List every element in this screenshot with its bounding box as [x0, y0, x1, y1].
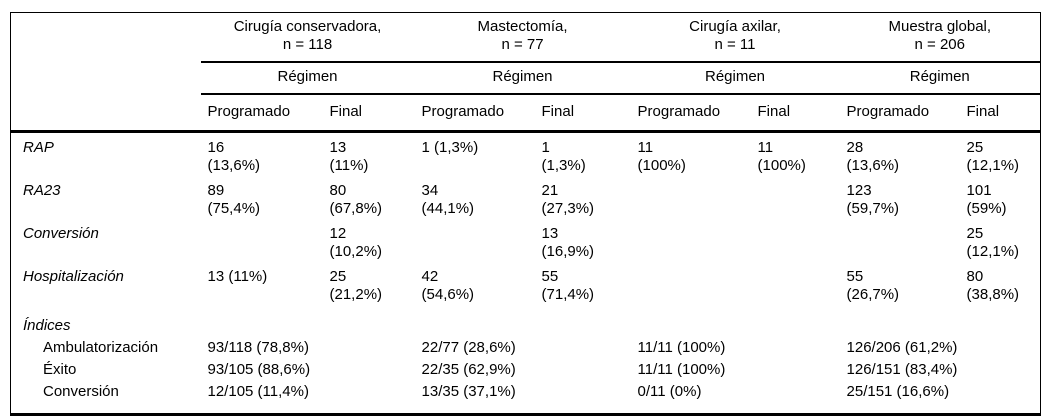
table-row-ra23: RA23 89 (75,4%) 80 (67,8%) 34 (44,1%) 21…: [11, 179, 1041, 222]
data-cell: 13 (16,9%): [541, 225, 595, 260]
col-header-final: Final: [534, 94, 631, 133]
data-cell: [631, 222, 751, 265]
table-row-conversion: Conversión 12 (10,2%) 13 (16,9%) 25 (12,…: [11, 222, 1041, 265]
data-cell: 11 (100%): [637, 139, 686, 174]
regimen-header: Régimen: [630, 62, 840, 95]
data-cell: 1 (1,3%): [421, 139, 479, 156]
data-cell: 80 (67,8%): [329, 182, 383, 217]
data-cell: [631, 179, 751, 222]
regimen-header: Régimen: [414, 62, 631, 95]
data-cell: 126/206 (61,2%): [846, 339, 958, 356]
data-cell: 13 (11%): [329, 139, 369, 174]
row-label: RA23: [23, 182, 61, 199]
data-cell: 93/118 (78,8%): [207, 339, 309, 356]
col-header-final: Final: [322, 94, 415, 133]
col-header-final: Final: [750, 94, 840, 133]
data-cell: 22/77 (28,6%): [421, 339, 516, 356]
row-label: Conversión: [23, 225, 99, 242]
data-cell: 28 (13,6%): [846, 139, 900, 174]
section-row-indices: Índices: [11, 308, 1041, 337]
col-header-programado: Programado: [414, 94, 535, 133]
data-cell: 123 (59,7%): [846, 182, 900, 217]
data-cell: 93/105 (88,6%): [207, 361, 311, 378]
column-header-row: Programado Final Programado Final Progra…: [10, 94, 1041, 133]
data-cell: 89 (75,4%): [207, 182, 261, 217]
data-cell: 12/105 (11,4%): [207, 383, 309, 400]
data-cell: [631, 265, 751, 308]
data-cell: 25 (12,1%): [966, 225, 1020, 260]
group-header-muestra-global: Muestra global, n = 206: [839, 12, 1041, 63]
regimen-header: Régimen: [200, 62, 415, 95]
results-table: Cirugía conservadora, n = 118 Mastectomí…: [10, 12, 1042, 416]
col-header-final: Final: [959, 94, 1041, 133]
data-cell: [840, 222, 960, 265]
data-cell: 1 (1,3%): [541, 139, 586, 174]
data-cell: 55 (71,4%): [541, 268, 595, 303]
data-cell: 0/11 (0%): [637, 383, 702, 400]
data-cell: 101 (59%): [966, 182, 1007, 217]
table-row-hospitalizacion: Hospitalización 13 (11%) 25 (21,2%) 42 (…: [11, 265, 1041, 308]
data-cell: 80 (38,8%): [966, 268, 1020, 303]
sub-row-label: Ambulatorización: [43, 339, 159, 356]
section-label: Índices: [23, 317, 71, 334]
regimen-header-row: Régimen Régimen Régimen Régimen: [11, 62, 1041, 95]
data-cell: 42 (54,6%): [421, 268, 475, 303]
group-header-mastectomia: Mastectomía, n = 77: [414, 12, 631, 63]
data-cell: 13/35 (37,1%): [421, 383, 516, 400]
group-header-cirugia-conservadora: Cirugía conservadora, n = 118: [200, 12, 415, 63]
data-cell: 16 (13,6%): [207, 139, 261, 174]
corner-cell: [11, 62, 201, 94]
data-cell: 55 (26,7%): [846, 268, 900, 303]
sub-row-label: Éxito: [43, 361, 77, 378]
col-header-programado: Programado: [200, 94, 323, 133]
regimen-header: Régimen: [839, 62, 1041, 95]
data-cell: [751, 179, 840, 222]
corner-cell: [10, 94, 201, 133]
data-cell: [751, 222, 840, 265]
table-row-ambulatorizacion: Ambulatorización 93/118 (78,8%) 22/77 (2…: [11, 337, 1041, 359]
data-cell: 22/35 (62,9%): [421, 361, 516, 378]
data-cell: [751, 265, 840, 308]
col-header-programado: Programado: [630, 94, 751, 133]
data-cell: 11/11 (100%): [637, 361, 726, 378]
data-cell: 25 (21,2%): [329, 268, 383, 303]
group-header-row: Cirugía conservadora, n = 118 Mastectomí…: [11, 12, 1041, 63]
row-label: Hospitalización: [23, 268, 124, 285]
row-label: RAP: [23, 139, 54, 156]
data-cell: 21 (27,3%): [541, 182, 595, 217]
data-cell: 25/151 (16,6%): [846, 383, 950, 400]
sub-row-label: Conversión: [43, 383, 119, 400]
data-cell: 11/11 (100%): [637, 339, 726, 356]
col-header-programado: Programado: [839, 94, 960, 133]
data-cell: 11 (100%): [757, 139, 806, 174]
data-cell: 34 (44,1%): [421, 182, 475, 217]
group-header-cirugia-axilar: Cirugía axilar, n = 11: [630, 12, 840, 63]
data-cell: [415, 222, 535, 265]
table-row-rap: RAP 16 (13,6%) 13 (11%) 1 (1,3%) 1 (1,3%…: [11, 132, 1041, 180]
data-cell: [201, 222, 323, 265]
data-cell: 126/151 (83,4%): [846, 361, 958, 378]
data-cell: 25 (12,1%): [966, 139, 1020, 174]
data-cell: 13 (11%): [207, 268, 268, 285]
data-cell: 12 (10,2%): [329, 225, 383, 260]
corner-cell: [11, 13, 201, 63]
table-row-conversion-index: Conversión 12/105 (11,4%) 13/35 (37,1%) …: [11, 381, 1041, 415]
table-row-exito: Éxito 93/105 (88,6%) 22/35 (62,9%) 11/11…: [11, 359, 1041, 381]
